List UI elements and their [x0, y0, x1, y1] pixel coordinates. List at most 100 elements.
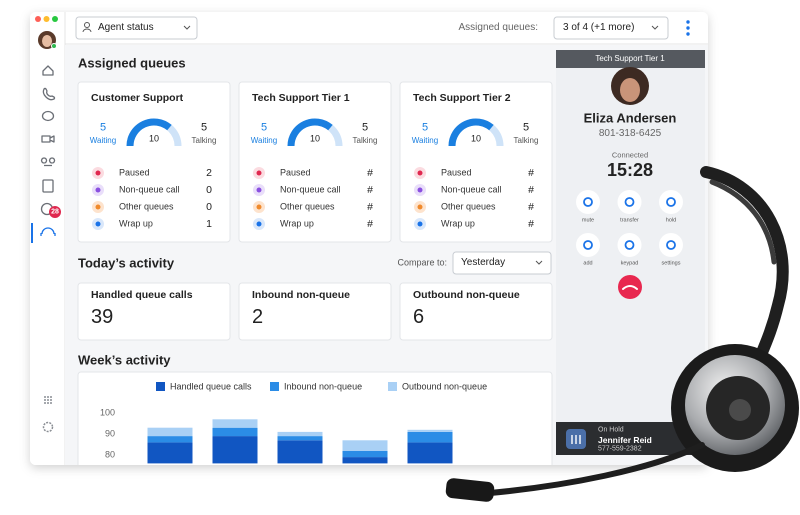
- legend-swatch: [388, 382, 397, 391]
- nav-queues[interactable]: [40, 227, 56, 236]
- call-control-label: settings: [661, 260, 681, 267]
- call-timer: 15:28: [606, 160, 654, 180]
- call-control-button[interactable]: [659, 233, 683, 257]
- caller-face: [620, 78, 640, 102]
- status-label: Non-queue call: [280, 184, 341, 195]
- nav-contacts[interactable]: [42, 179, 54, 193]
- call-control-icon: [666, 240, 676, 250]
- nav-apps[interactable]: [44, 396, 52, 404]
- call-control-button[interactable]: [617, 233, 642, 257]
- activity-label: Outbound non-queue: [413, 288, 520, 301]
- activity-label: Inbound non-queue: [252, 288, 350, 301]
- on-hold-label: On Hold: [598, 426, 624, 434]
- waiting-label: Waiting: [250, 136, 278, 145]
- status-value: #: [367, 217, 373, 230]
- window-minimize[interactable]: [43, 16, 50, 22]
- section-title: Today’s activity: [78, 255, 175, 271]
- compare-label: Compare to:: [397, 257, 447, 268]
- status-label: Other queues: [119, 201, 174, 212]
- bar-segment: [277, 440, 323, 464]
- bar-segment: [342, 440, 388, 451]
- status-icon-dot: [95, 221, 101, 227]
- status-label: Paused: [441, 167, 472, 178]
- bar-segment: [212, 436, 258, 464]
- activity-card: [77, 282, 231, 341]
- queue-card: [77, 81, 231, 243]
- compare-select[interactable]: [452, 251, 552, 275]
- y-tick-label: 80: [105, 449, 115, 459]
- call-control-label: mute: [581, 217, 595, 224]
- call-control-icon: [666, 197, 676, 207]
- status-value: #: [528, 183, 534, 196]
- gauge-fill: [126, 118, 172, 147]
- status-label: Wrap up: [441, 218, 475, 229]
- window-close[interactable]: [35, 16, 41, 22]
- status-label: Paused: [280, 167, 311, 178]
- queue-card: [238, 81, 392, 243]
- bar-segment: [212, 419, 258, 428]
- waiting-count: 5: [260, 121, 268, 134]
- user-avatar[interactable]: [38, 31, 57, 49]
- dropdown-arrow: [535, 260, 543, 265]
- call-control-label: transfer: [620, 217, 639, 224]
- call-control-button[interactable]: [576, 190, 600, 214]
- status-icon-dot: [417, 170, 423, 176]
- window-zoom[interactable]: [52, 16, 58, 22]
- legend-label: Outbound non-queue: [402, 381, 487, 391]
- queue-name: Tech Support Tier 2: [413, 91, 511, 104]
- assigned-queues-value[interactable]: 3 of 4 (+1 more): [563, 22, 635, 33]
- nav-home[interactable]: [42, 65, 54, 76]
- legend-swatch: [156, 382, 165, 391]
- caller-name: Eliza Andersen: [583, 110, 677, 126]
- nav-voicemail[interactable]: [40, 157, 56, 167]
- activity-value: 6: [413, 306, 425, 328]
- gauge-value: 10: [309, 133, 321, 144]
- status-value: #: [367, 166, 373, 179]
- nav-chat[interactable]: [41, 110, 55, 122]
- status-value: #: [367, 200, 373, 213]
- talking-count: 5: [361, 121, 369, 134]
- call-control-button[interactable]: [617, 190, 642, 214]
- waiting-count: 5: [99, 121, 107, 134]
- history-badge-bg: [49, 206, 61, 218]
- bar-segment: [342, 457, 388, 464]
- status-value: #: [528, 200, 534, 213]
- status-icon-dot: [95, 170, 101, 176]
- bar-segment: [407, 429, 453, 432]
- agent-status-label[interactable]: Agent status: [98, 22, 154, 33]
- bar-segment: [407, 442, 453, 464]
- gauge-value: 10: [148, 133, 160, 144]
- talking-count: 5: [522, 121, 530, 134]
- status-value: 0: [206, 200, 212, 213]
- talking-label: Talking: [191, 136, 217, 145]
- compare-value[interactable]: Yesterday: [461, 257, 506, 268]
- waiting-label: Waiting: [411, 136, 439, 145]
- queue-card: [399, 81, 553, 243]
- on-hold-phone: 577-559-2382: [598, 445, 642, 453]
- status-icon-dot: [256, 170, 262, 176]
- more-menu[interactable]: [686, 20, 690, 36]
- history-badge: 28: [51, 208, 59, 216]
- plot-area: [147, 419, 453, 464]
- activity-value: 39: [91, 306, 114, 328]
- gauge-value: 10: [470, 133, 482, 144]
- agent-status-select[interactable]: [75, 16, 198, 40]
- bar-segment: [147, 442, 193, 464]
- nav-calls[interactable]: [42, 87, 56, 101]
- bar-segment: [407, 431, 453, 443]
- nav-video[interactable]: [41, 135, 55, 143]
- bar-segment: [277, 436, 323, 441]
- call-control-icon: [624, 197, 635, 207]
- call-control-button[interactable]: [576, 233, 600, 257]
- queue-name: Customer Support: [91, 91, 184, 104]
- status-value: #: [367, 183, 373, 196]
- talking-label: Talking: [352, 136, 378, 145]
- gauge-fill: [448, 118, 494, 147]
- call-control-button[interactable]: [659, 190, 683, 214]
- queues-select[interactable]: [553, 16, 669, 40]
- status-icon-dot: [417, 187, 423, 193]
- bar-segment: [342, 450, 388, 458]
- nav-settings[interactable]: [42, 421, 54, 433]
